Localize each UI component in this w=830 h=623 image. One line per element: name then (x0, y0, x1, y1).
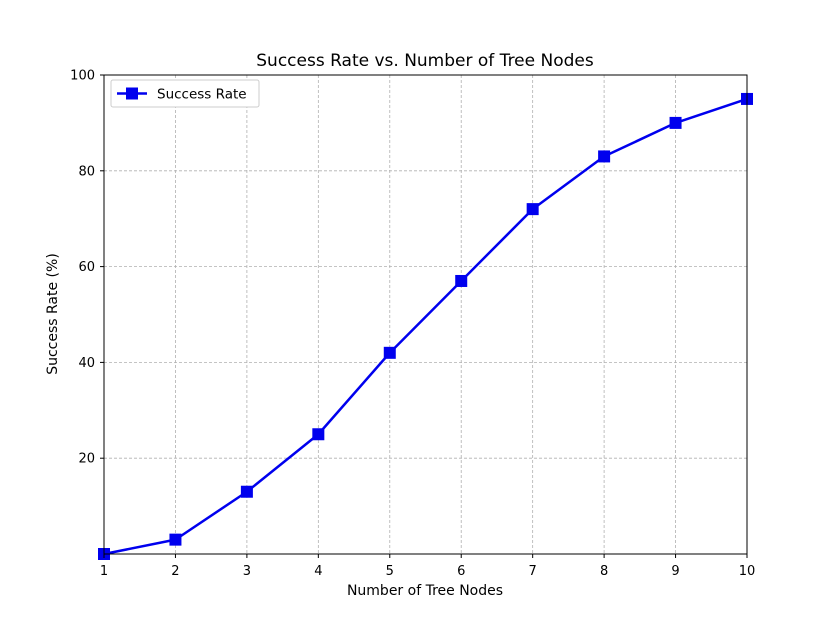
grid-lines (103, 74, 748, 554)
data-point (240, 485, 253, 498)
x-tick-label: 1 (100, 564, 108, 579)
x-tick-label: 5 (386, 564, 394, 579)
x-tick-label: 7 (529, 564, 537, 579)
x-tick-label: 3 (243, 564, 251, 579)
plot-frame (103, 74, 748, 555)
data-point (383, 346, 396, 359)
series-layer (98, 92, 753, 560)
x-tick-label: 6 (457, 564, 465, 579)
x-axis-label: Number of Tree Nodes (347, 583, 503, 599)
legend-frame (110, 79, 260, 108)
y-tick-label: 20 (78, 452, 95, 467)
y-axis-label: Success Rate (%) (45, 253, 61, 375)
data-point (598, 150, 611, 163)
legend-label: Success Rate (157, 87, 247, 103)
series-line (103, 97, 748, 556)
x-tick-label: 10 (739, 564, 756, 579)
y-tick-label: 60 (78, 260, 95, 275)
x-tick-label: 2 (171, 564, 179, 579)
data-point (669, 116, 682, 129)
x-tick-label: 4 (314, 564, 322, 579)
data-point (526, 203, 539, 216)
data-point (169, 533, 182, 546)
y-tick-label: 40 (78, 356, 95, 371)
x-tick-label: 9 (671, 564, 679, 579)
axis-ticks: 1 2 3 4 5 6 7 8 9 10 20 40 60 80 100 (70, 69, 755, 580)
data-point (312, 428, 325, 441)
chart-title: Success Rate vs. Number of Tree Nodes (256, 51, 594, 71)
x-tick-label: 8 (600, 564, 608, 579)
y-tick-label: 80 (78, 164, 95, 179)
data-point (455, 274, 468, 287)
legend: Success Rate (110, 79, 260, 108)
legend-marker (126, 87, 138, 100)
y-tick-label: 100 (70, 69, 95, 84)
